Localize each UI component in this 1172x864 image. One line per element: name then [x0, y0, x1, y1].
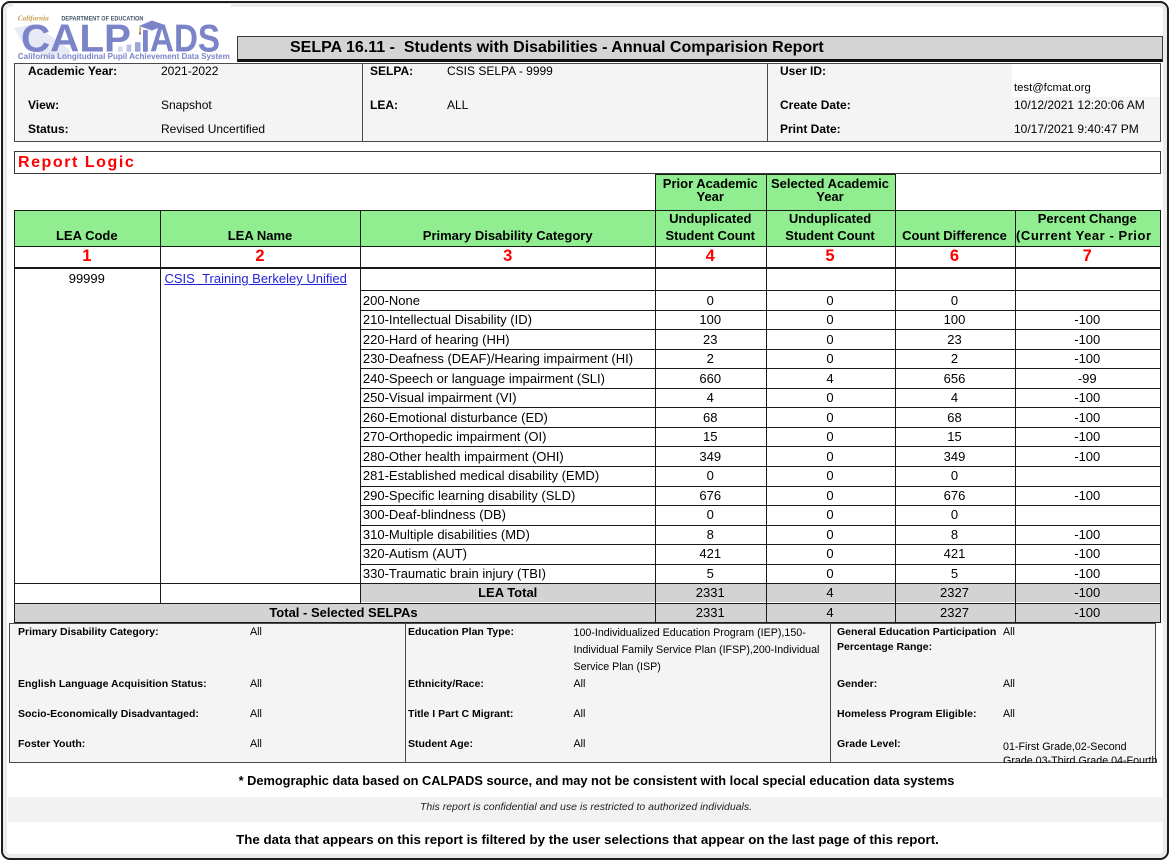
svg-text:California: California	[18, 14, 49, 23]
svg-text:California Longitudinal Pupil: California Longitudinal Pupil Achievemen…	[18, 52, 230, 61]
svg-text:DEPARTMENT OF EDUCATION: DEPARTMENT OF EDUCATION	[61, 16, 143, 23]
svg-text:CALP: CALP	[21, 18, 131, 61]
